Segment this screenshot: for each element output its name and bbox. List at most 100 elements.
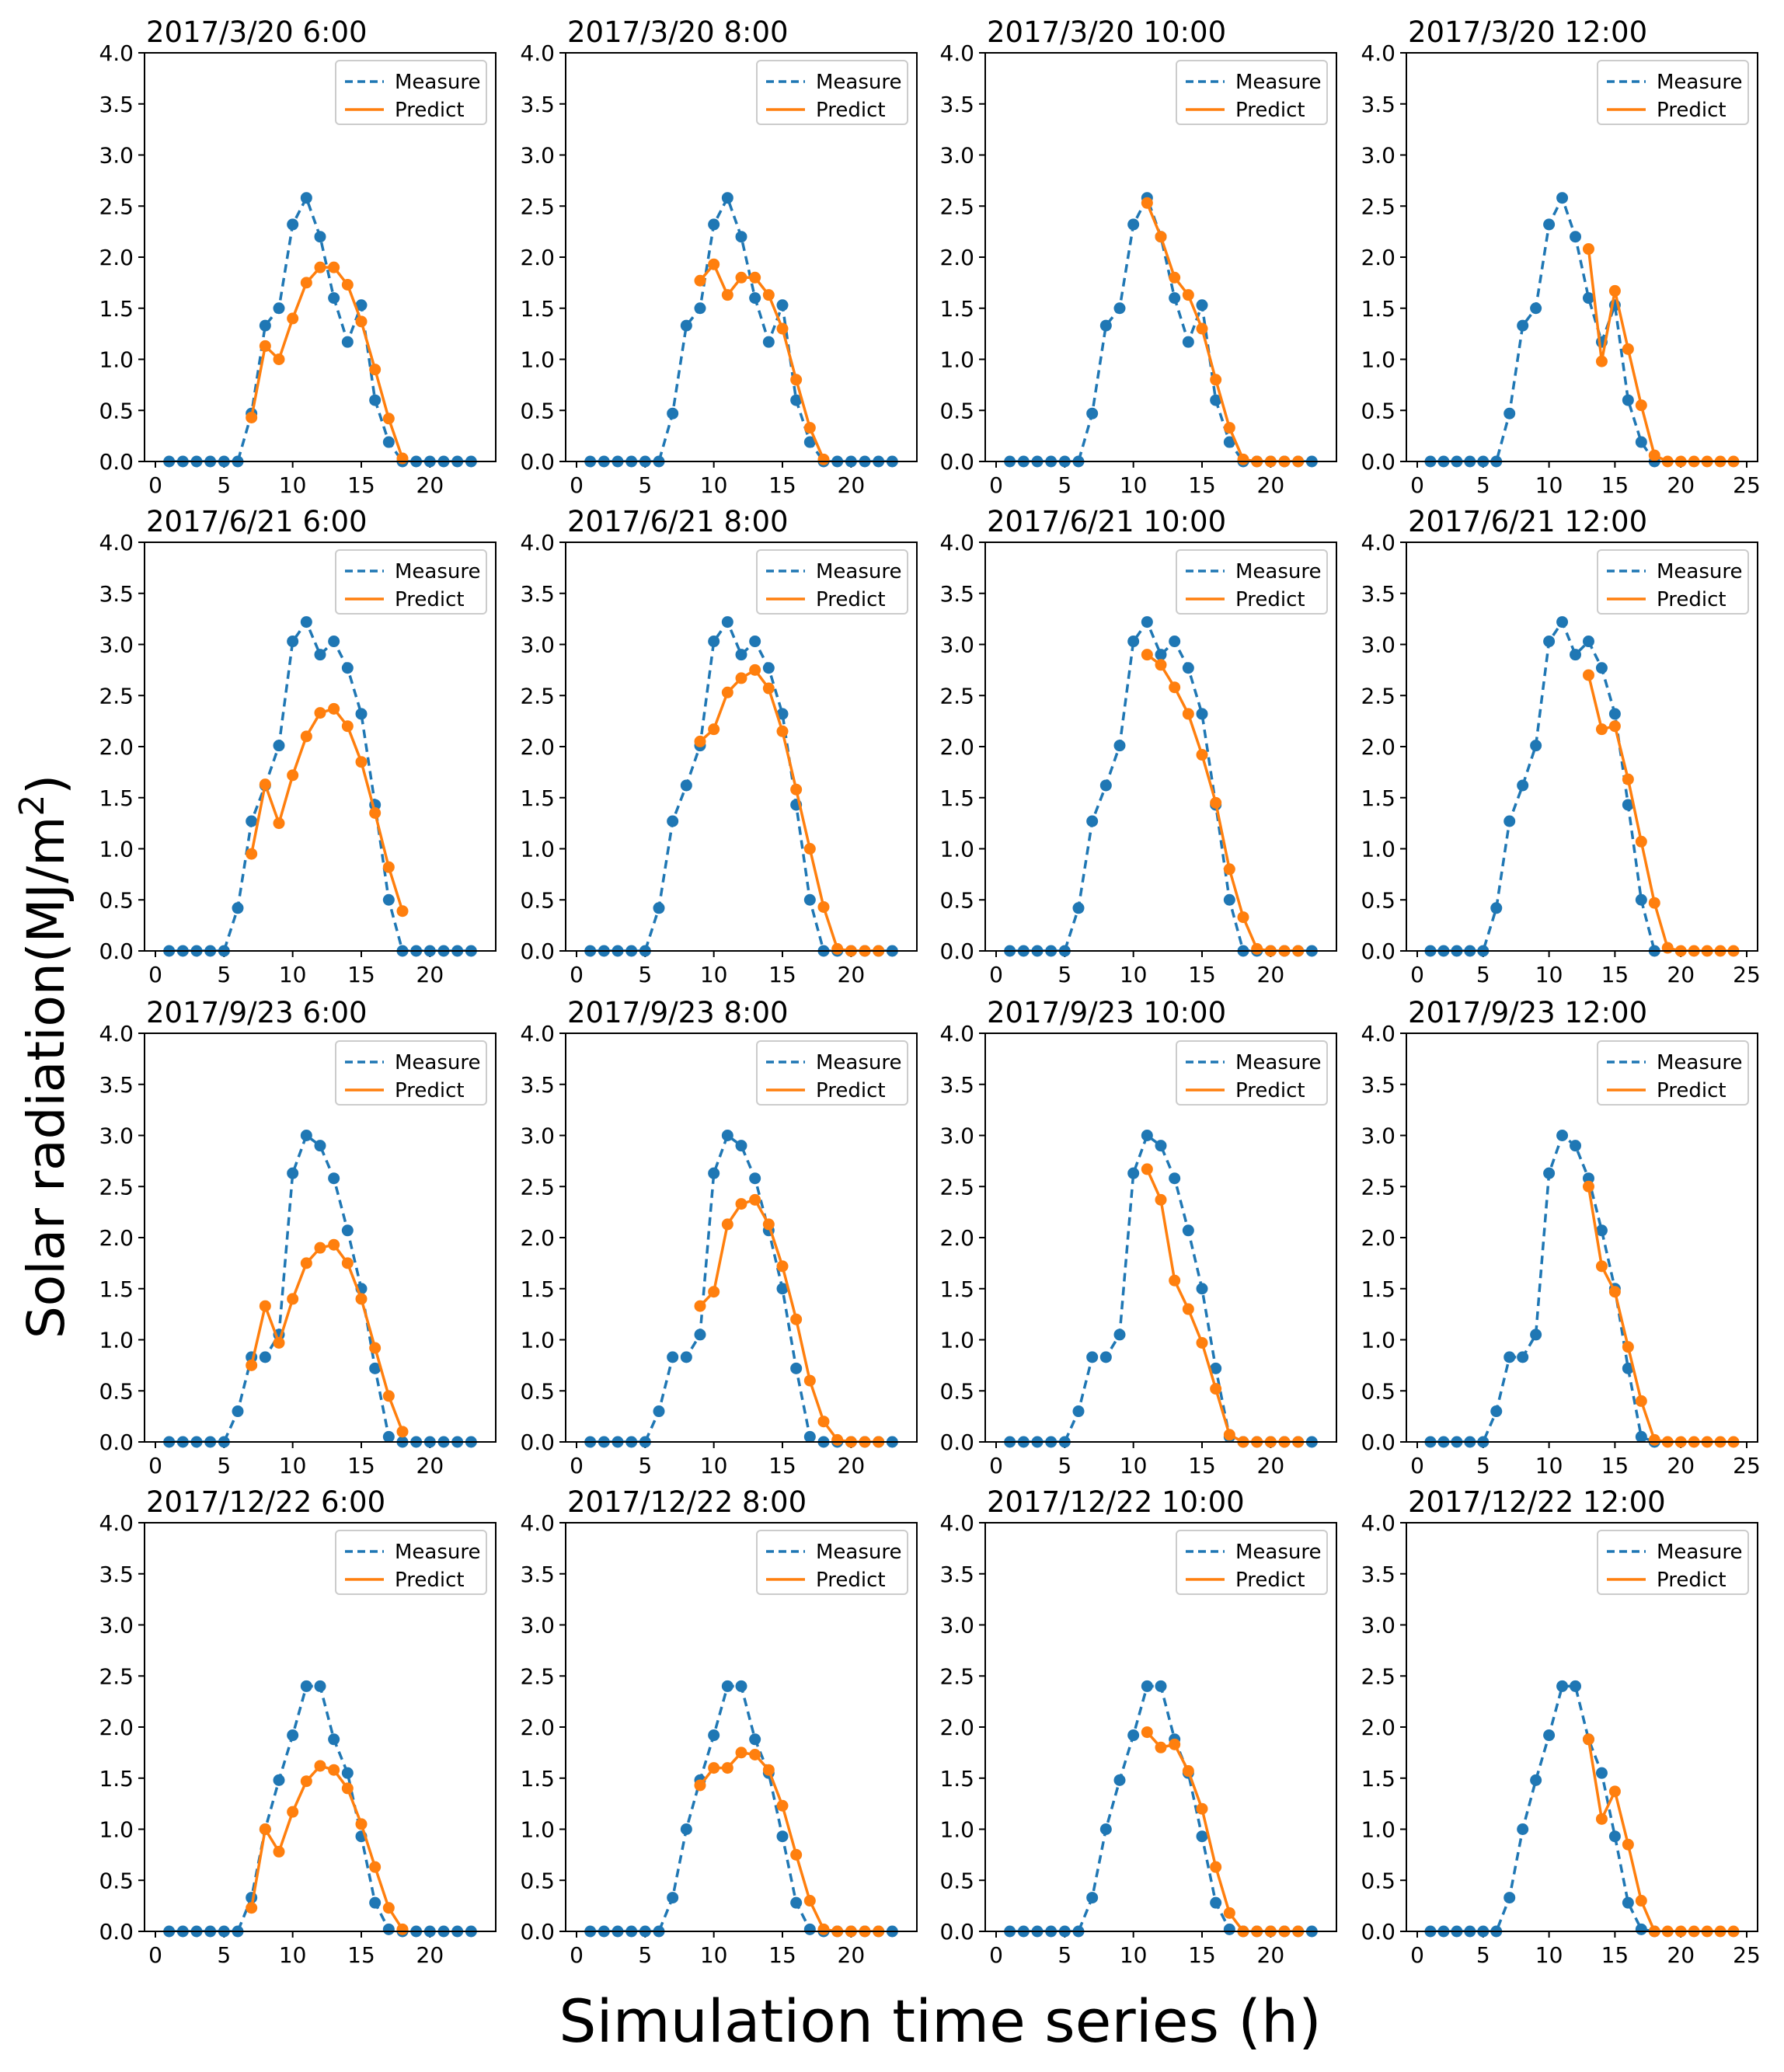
measure-point — [1099, 319, 1112, 332]
y-tick-label: 4.0 — [520, 530, 555, 555]
plot-frame — [144, 1033, 497, 1443]
measure-point — [1196, 1830, 1208, 1843]
y-tick-label: 3.0 — [520, 632, 555, 658]
y-tick-label: 3.5 — [1361, 1562, 1395, 1587]
y-tick-label: 2.0 — [1361, 1225, 1395, 1251]
x-tick-label: 5 — [1476, 1942, 1490, 1968]
predict-point — [300, 277, 312, 289]
predict-point — [1237, 911, 1249, 924]
predict-point — [1210, 374, 1222, 386]
predict-point — [1608, 284, 1621, 297]
y-tick-label: 4.0 — [520, 1021, 555, 1046]
measure-point — [1141, 1680, 1153, 1692]
y-tick-label: 2.5 — [520, 683, 555, 709]
y-tick-label: 2.0 — [939, 1225, 974, 1251]
measure-point — [1570, 649, 1582, 661]
y-tick-label: 2.5 — [520, 1174, 555, 1200]
measure-point — [287, 636, 299, 648]
y-tick-label: 0.0 — [1361, 449, 1395, 475]
subplot-9: 2017/9/23 6:00 0.0 0.5 1.0 1.5 2.0 2.5 3.0 3.5 4.… — [99, 996, 497, 1478]
y-tick-label: 3.0 — [939, 1123, 974, 1149]
predict-line — [1145, 1731, 1298, 1931]
y-tick-label: 3.5 — [939, 1072, 974, 1098]
measure-point — [708, 1729, 720, 1742]
measure-point — [653, 902, 665, 914]
legend-predict-label: Predict — [1235, 1079, 1305, 1102]
y-tick-label: 1.5 — [99, 1766, 134, 1792]
y-tick-label: 2.0 — [1361, 734, 1395, 760]
measure-point — [1622, 394, 1634, 406]
measure-point — [790, 394, 803, 406]
legend-predict-label: Predict — [1235, 99, 1305, 122]
y-tick-label: 1.0 — [939, 347, 974, 373]
y-tick-label: 3.5 — [939, 581, 974, 607]
measure-point — [1543, 1167, 1556, 1179]
x-tick-label: 5 — [638, 1453, 652, 1478]
y-tick-label: 2.0 — [520, 734, 555, 760]
predict-point — [749, 271, 761, 284]
measure-point — [1127, 636, 1140, 648]
plot-frame — [984, 1522, 1337, 1932]
y-tick-label: 2.0 — [99, 1225, 134, 1251]
measure-point — [803, 1430, 816, 1443]
predict-point — [721, 1762, 733, 1774]
y-tick-label: 2.0 — [1361, 1715, 1395, 1740]
predict-point — [1635, 1895, 1647, 1907]
predict-point — [259, 778, 271, 791]
y-tick-label: 4.0 — [1361, 530, 1395, 555]
predict-line — [1145, 202, 1298, 461]
y-tick-label: 3.0 — [1361, 1123, 1395, 1149]
y-tick-label: 1.5 — [1361, 1276, 1395, 1302]
y-tick-label: 1.0 — [939, 837, 974, 862]
measure-point — [341, 662, 354, 674]
measure-point — [287, 1167, 299, 1179]
predict-point — [1141, 649, 1153, 661]
predict-point — [803, 1374, 816, 1387]
y-tick-label: 3.5 — [99, 1562, 134, 1587]
legend-measure-label: Measure — [816, 71, 902, 94]
subplot-title: 2017/9/23 10:00 — [987, 996, 1226, 1029]
measure-point — [287, 218, 299, 231]
predict-point — [762, 289, 775, 301]
measure-point — [803, 1923, 816, 1935]
y-tick-label: 3.0 — [1361, 143, 1395, 169]
x-tick-label: 10 — [1535, 962, 1563, 987]
predict-point — [287, 1293, 299, 1305]
legend-predict-label: Predict — [816, 1569, 886, 1592]
y-axis-label-superscript: 2 — [12, 795, 52, 817]
y-tick-label: 2.0 — [939, 1715, 974, 1740]
plot-frame — [1406, 1522, 1758, 1932]
predict-point — [803, 843, 816, 855]
measure-point — [694, 302, 706, 315]
predict-point — [762, 1764, 775, 1776]
x-tick-label: 5 — [1476, 962, 1490, 987]
x-tick-label: 15 — [1188, 1453, 1216, 1478]
legend-predict-label: Predict — [1657, 1569, 1727, 1592]
predict-point — [1182, 1303, 1194, 1315]
plot-frame — [984, 52, 1337, 462]
y-tick-label: 3.0 — [1361, 632, 1395, 658]
measure-point — [776, 708, 789, 720]
measure-point — [1113, 302, 1126, 315]
predict-point — [1169, 271, 1181, 284]
subplot-title: 2017/12/22 10:00 — [987, 1485, 1245, 1519]
y-tick-label: 1.5 — [939, 1276, 974, 1302]
y-tick-label: 3.5 — [520, 1562, 555, 1587]
y-tick-label: 0.0 — [99, 449, 134, 475]
predict-point — [1648, 449, 1660, 461]
predict-point — [1595, 723, 1608, 736]
x-tick-label: 0 — [570, 1942, 584, 1968]
measure-point — [1530, 740, 1542, 752]
x-tick-label: 20 — [838, 1453, 866, 1478]
measure-point — [1086, 1351, 1099, 1363]
predict-point — [749, 1749, 761, 1761]
measure-point — [1086, 1892, 1099, 1904]
predict-point — [708, 1762, 720, 1774]
measure-point — [1543, 636, 1556, 648]
measure-point — [1504, 1351, 1516, 1363]
predict-point — [287, 312, 299, 325]
y-tick-label: 3.5 — [1361, 1072, 1395, 1098]
predict-point — [817, 1923, 830, 1935]
legend-measure-label: Measure — [1657, 1541, 1743, 1564]
